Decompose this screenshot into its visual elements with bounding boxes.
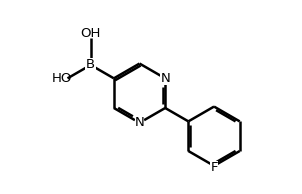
Text: F: F: [210, 161, 218, 174]
Text: OH: OH: [81, 27, 101, 40]
Text: N: N: [135, 116, 144, 129]
Text: HO: HO: [52, 72, 72, 85]
Text: N: N: [160, 72, 170, 85]
Text: B: B: [86, 58, 95, 71]
